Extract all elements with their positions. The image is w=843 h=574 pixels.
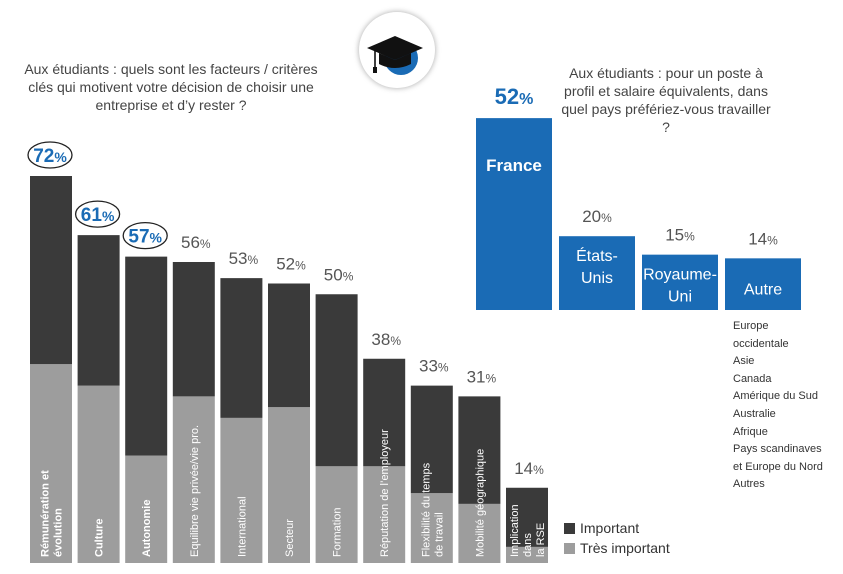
- category-label: Autonomie: [141, 500, 153, 557]
- bar-tres-important: [458, 503, 501, 563]
- category-label: Rémunération etévolution: [40, 470, 65, 557]
- legend-important: Important: [564, 520, 639, 536]
- bar-tres-important: [506, 546, 548, 563]
- country-bar: [476, 118, 552, 311]
- legend-tres-important: Très important: [564, 540, 670, 556]
- country-bar: [642, 254, 718, 310]
- total-label: 56%: [181, 233, 211, 252]
- total-label: 31%: [467, 367, 497, 386]
- total-label: 38%: [371, 330, 401, 349]
- autre-detail-item: Afrique: [733, 425, 768, 438]
- value-label: 15%: [665, 226, 695, 245]
- graduation-cap-icon: [359, 12, 435, 88]
- total-label: 72%: [33, 146, 67, 167]
- bar-important: [410, 385, 453, 494]
- bar-tres-important: [315, 466, 358, 563]
- value-label: 52%: [495, 84, 534, 109]
- total-label: 33%: [419, 357, 449, 376]
- legend-swatch-tres-important: [564, 543, 575, 554]
- autre-detail-item: Autres: [733, 478, 765, 491]
- highlight-circle: [122, 221, 168, 250]
- bar-important: [172, 262, 215, 397]
- bar-tres-important: [220, 417, 263, 563]
- category-label: International: [236, 496, 248, 557]
- category-label: Culture: [94, 519, 106, 558]
- autre-detail-item: Europe: [733, 320, 769, 332]
- bar-important: [506, 487, 548, 547]
- autre-detail-item: Pays scandinaves: [733, 443, 822, 456]
- category-label: Equilibre vie privée/vie pro.: [189, 425, 201, 557]
- value-label: 20%: [582, 207, 612, 226]
- bar-tres-important: [410, 493, 453, 563]
- legend-swatch-important: [564, 523, 575, 534]
- autre-detail-list: Europe occidentale Asie Canada Amérique du S…: [733, 318, 823, 494]
- country-label: États-Unis: [576, 246, 618, 287]
- category-label: Formation: [332, 507, 344, 557]
- total-label: 14%: [514, 459, 544, 478]
- bar-tres-important: [172, 396, 215, 563]
- autre-detail-item: Canada: [733, 372, 772, 385]
- right-chart-question: Aux étudiants : pour un poste à profil e…: [561, 65, 771, 135]
- highlight-circle: [27, 141, 73, 169]
- category-label: Mobilité géographique: [474, 449, 486, 557]
- left-chart-question: Aux étudiants : quels sont les facteurs …: [24, 61, 318, 113]
- bar-important: [363, 358, 406, 467]
- bar-important: [125, 256, 168, 456]
- bar-important: [30, 176, 72, 365]
- country-label: Royaume-Uni: [643, 267, 717, 306]
- country-bar: [725, 258, 801, 310]
- category-label: Réputation de l’employeur: [379, 429, 391, 557]
- bar-tres-important: [363, 466, 406, 563]
- total-label: 57%: [128, 227, 162, 248]
- autre-detail-item: occidentale: [733, 337, 789, 350]
- country-label: Autre: [744, 281, 782, 298]
- bar-tres-important: [77, 385, 120, 563]
- autre-detail-item: Asie: [733, 355, 755, 368]
- bar-important: [315, 294, 358, 467]
- autre-detail-item: et Europe du Nord: [733, 460, 823, 473]
- category-label: Implicationdansla RSE: [509, 504, 547, 557]
- value-label: 14%: [748, 229, 778, 248]
- autre-detail-item: Australie: [733, 407, 776, 420]
- total-label: 52%: [276, 255, 306, 274]
- category-label: Secteur: [284, 519, 296, 557]
- autre-detail-item: Amérique du Sud: [733, 390, 818, 403]
- total-label: 61%: [81, 205, 115, 226]
- bar-important: [77, 235, 120, 386]
- bar-tres-important: [125, 455, 168, 563]
- bar-important: [458, 396, 501, 504]
- category-label: Flexibilité du tempsde travail: [420, 462, 445, 557]
- highlight-circle: [74, 200, 121, 228]
- bar-tres-important: [30, 364, 72, 563]
- country-bar: [559, 236, 635, 310]
- total-label: 50%: [324, 265, 354, 284]
- total-label: 53%: [229, 249, 259, 268]
- country-label: France: [486, 156, 542, 175]
- bar-tres-important: [268, 407, 310, 563]
- bar-important: [268, 283, 310, 408]
- bar-important: [220, 278, 263, 418]
